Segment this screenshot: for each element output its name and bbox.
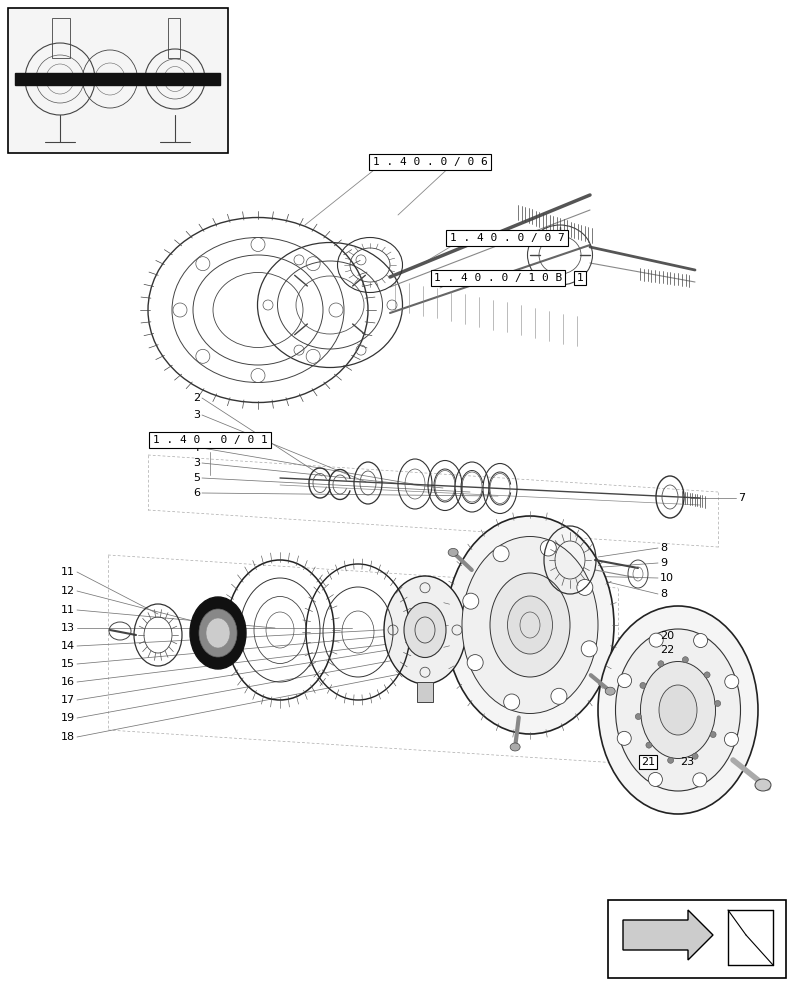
Circle shape: [710, 732, 716, 738]
Bar: [608, 900, 786, 978]
Text: 11: 11: [61, 605, 75, 615]
Ellipse shape: [507, 596, 553, 654]
Circle shape: [704, 672, 710, 678]
Circle shape: [503, 694, 520, 710]
Ellipse shape: [199, 609, 237, 657]
Ellipse shape: [490, 573, 570, 677]
Text: 20: 20: [660, 631, 674, 641]
Text: 1 . 4 0 . 0 / 0 7: 1 . 4 0 . 0 / 0 7: [449, 233, 564, 243]
Text: 12: 12: [61, 586, 75, 596]
Circle shape: [541, 540, 557, 556]
Text: 23: 23: [680, 757, 694, 767]
Polygon shape: [623, 910, 713, 960]
Circle shape: [683, 657, 688, 663]
Text: 2: 2: [193, 393, 200, 403]
Text: 6: 6: [193, 488, 200, 498]
Ellipse shape: [190, 597, 246, 669]
Circle shape: [617, 674, 632, 688]
Ellipse shape: [446, 516, 614, 734]
Ellipse shape: [510, 743, 520, 751]
Text: 1 . 4 0 . 0 / 1 0 B: 1 . 4 0 . 0 / 1 0 B: [434, 273, 562, 283]
Circle shape: [577, 579, 593, 595]
Text: 3: 3: [193, 410, 200, 420]
Circle shape: [692, 773, 707, 787]
Circle shape: [581, 641, 597, 657]
Bar: [417, 682, 433, 702]
Ellipse shape: [448, 548, 458, 556]
Ellipse shape: [605, 687, 615, 695]
Text: 19: 19: [61, 713, 75, 723]
Circle shape: [648, 772, 663, 786]
Text: 5: 5: [193, 473, 200, 483]
Text: 8: 8: [660, 589, 667, 599]
Text: 9: 9: [660, 558, 667, 568]
Ellipse shape: [616, 629, 740, 791]
Ellipse shape: [598, 606, 758, 814]
Text: 13: 13: [61, 623, 75, 633]
Text: 18: 18: [61, 732, 75, 742]
Bar: [15, 73, 220, 85]
Circle shape: [725, 675, 739, 689]
Text: 4: 4: [193, 443, 200, 453]
Circle shape: [649, 633, 663, 647]
Text: 17: 17: [61, 695, 75, 705]
Circle shape: [463, 593, 479, 609]
Ellipse shape: [641, 662, 716, 758]
Circle shape: [725, 732, 739, 746]
Text: 7: 7: [738, 493, 745, 503]
Bar: [8, 8, 228, 153]
Text: 1 . 4 0 . 0 / 0 6: 1 . 4 0 . 0 / 0 6: [372, 157, 487, 167]
Circle shape: [646, 742, 652, 748]
Text: 11: 11: [61, 567, 75, 577]
Bar: [52, 18, 70, 58]
Ellipse shape: [384, 576, 466, 684]
Circle shape: [467, 655, 483, 671]
Circle shape: [693, 634, 708, 648]
Text: 22: 22: [660, 645, 674, 655]
Text: 16: 16: [61, 677, 75, 687]
Circle shape: [635, 714, 642, 720]
Circle shape: [493, 546, 509, 562]
Text: 10: 10: [660, 573, 674, 583]
Text: 1: 1: [576, 273, 583, 283]
Circle shape: [692, 753, 698, 759]
Circle shape: [714, 700, 721, 706]
Circle shape: [640, 682, 646, 688]
Ellipse shape: [206, 618, 230, 648]
Text: 14: 14: [61, 641, 75, 651]
Text: 1 . 4 0 . 0 / 0 1: 1 . 4 0 . 0 / 0 1: [153, 435, 267, 445]
Text: 15: 15: [61, 659, 75, 669]
Circle shape: [667, 757, 674, 763]
Circle shape: [658, 661, 664, 667]
Ellipse shape: [404, 602, 446, 658]
Text: 8: 8: [660, 543, 667, 553]
Ellipse shape: [462, 536, 598, 714]
Circle shape: [617, 731, 631, 745]
Text: 21: 21: [641, 757, 655, 767]
Circle shape: [551, 688, 567, 704]
Ellipse shape: [659, 685, 697, 735]
Ellipse shape: [755, 779, 771, 791]
Text: 3: 3: [193, 458, 200, 468]
Bar: [168, 18, 180, 58]
